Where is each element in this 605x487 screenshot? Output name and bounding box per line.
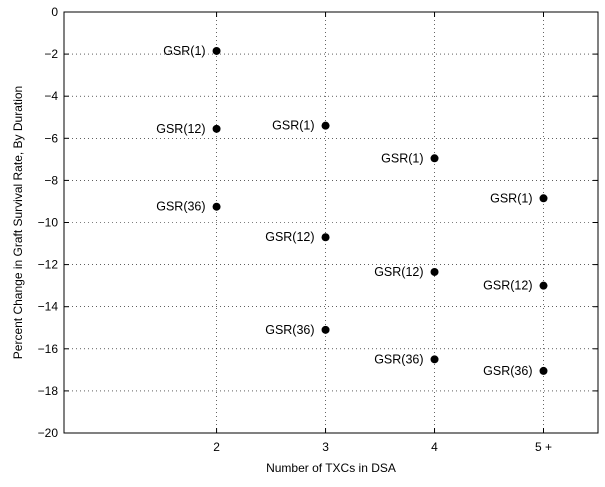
- data-point-label: GSR(1): [163, 44, 205, 58]
- y-tick-label: −4: [44, 89, 58, 103]
- x-tick-label: 3: [322, 440, 329, 454]
- y-tick-label: −6: [44, 131, 58, 145]
- data-point-label: GSR(36): [265, 323, 314, 337]
- y-tick-label: −12: [38, 258, 59, 272]
- data-point: [321, 325, 330, 334]
- data-point: [321, 233, 330, 242]
- axis-ticks: 0 −2 −4 −6 −8 −10 −12 −14 −16 −18 −20 2 3 4 5 +: [38, 5, 598, 454]
- data-point: [212, 124, 221, 133]
- data-point-label: GSR(1): [490, 191, 532, 205]
- data-point: [212, 46, 221, 55]
- data-point-label: GSR(12): [483, 279, 532, 293]
- y-tick-label: −16: [38, 342, 59, 356]
- y-tick-label: −10: [38, 216, 59, 230]
- data-point-label: GSR(36): [483, 364, 532, 378]
- data-point-label: GSR(12): [374, 265, 423, 279]
- data-point: [321, 121, 330, 130]
- y-tick-label: −18: [38, 384, 59, 398]
- data-point-label: GSR(36): [374, 352, 423, 366]
- y-axis-label: Percent Change in Graft Survival Rate, B…: [11, 86, 25, 359]
- data-point: [539, 281, 548, 290]
- data-point-label: GSR(1): [272, 119, 314, 133]
- y-tick-label: −14: [38, 300, 59, 314]
- x-axis-label: Number of TXCs in DSA: [266, 461, 396, 475]
- y-tick-label: −8: [44, 173, 58, 187]
- data-point-label: GSR(12): [156, 122, 205, 136]
- data-point-label: GSR(1): [381, 151, 423, 165]
- data-point: [430, 355, 439, 364]
- data-point: [212, 202, 221, 211]
- y-tick-label: −20: [38, 426, 59, 440]
- data-point: [539, 194, 548, 203]
- data-point-label: GSR(12): [265, 230, 314, 244]
- y-tick-label: 0: [51, 5, 58, 19]
- x-tick-label: 5 +: [535, 440, 552, 454]
- data-point: [430, 267, 439, 276]
- x-tick-label: 2: [213, 440, 220, 454]
- y-tick-label: −2: [44, 47, 58, 61]
- data-labels: GSR(1) GSR(12) GSR(36) GSR(1) GSR(12) GSR(36)…: [156, 44, 532, 378]
- x-tick-label: 4: [431, 440, 438, 454]
- data-point-label: GSR(36): [156, 200, 205, 214]
- data-point: [430, 154, 439, 163]
- data-points: [212, 46, 548, 375]
- data-point: [539, 366, 548, 375]
